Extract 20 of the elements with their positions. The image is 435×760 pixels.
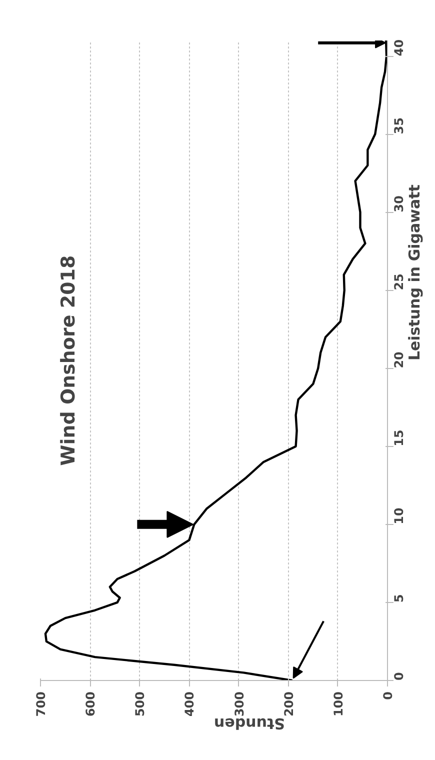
x-tick-label: 600 [84, 691, 98, 717]
y-tick-label: 25 [392, 274, 406, 290]
x-tick-label: 0 [381, 691, 395, 700]
x-tick-label: 400 [182, 691, 197, 717]
y-tick-label: 40 [392, 39, 406, 56]
text: Wind Onshore 2018 [57, 255, 80, 466]
x-tick-label: 100 [331, 691, 346, 717]
y-tick-label: 20 [392, 352, 406, 368]
y-tick-label: 10 [392, 508, 406, 524]
x-axis-title: Stunden [214, 714, 285, 733]
y-tick-label: 5 [392, 594, 406, 602]
x-tick-label: 700 [34, 691, 48, 717]
y-tick-label: 15 [392, 430, 406, 446]
x-tick-label: 300 [232, 691, 246, 717]
y-axis-title: Leistung in Gigawatt [406, 184, 424, 360]
y-tick-label: 30 [392, 196, 406, 212]
y-tick-label: 35 [392, 117, 406, 134]
x-tick-label: 500 [133, 691, 148, 717]
x-tick-label: 200 [282, 691, 296, 717]
y-tick-label: 0 [392, 672, 406, 680]
